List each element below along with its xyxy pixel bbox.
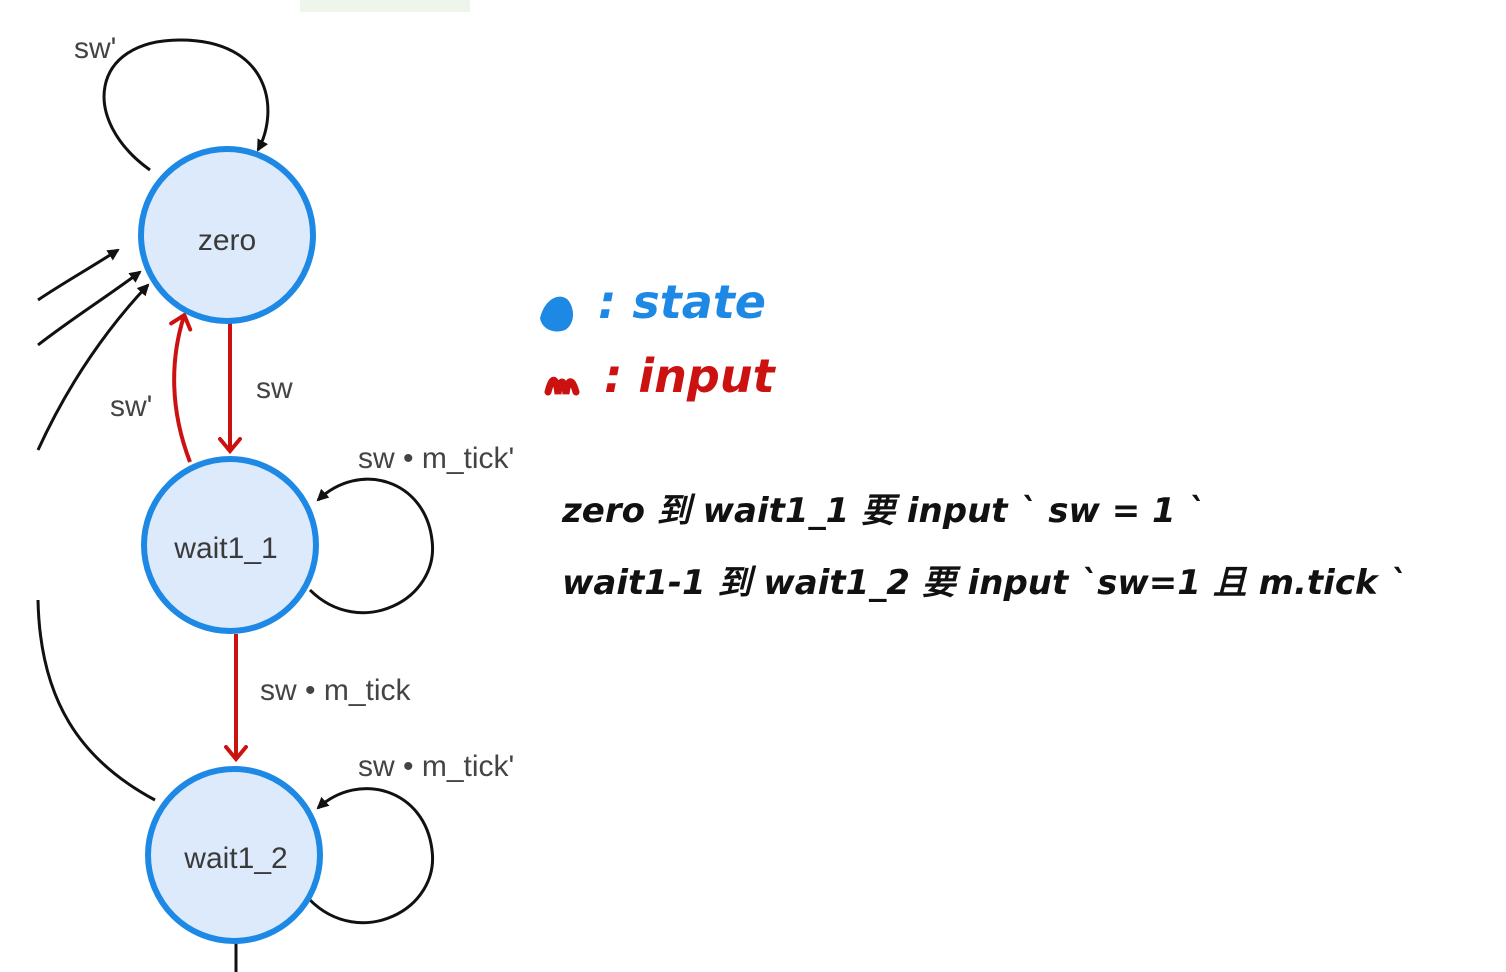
edge-label-wait1-1-self: sw • m_tick' (358, 442, 514, 475)
legend-state-swatch (540, 296, 574, 332)
legend: : state : input (540, 275, 777, 403)
wait1-1-self-loop (308, 477, 434, 615)
zero-self-loop (102, 38, 270, 172)
state-wait1-1-label: wait1_1 (173, 532, 277, 565)
state-wait1-2-label: wait1_2 (183, 842, 287, 875)
wait1-2-self-loop (308, 787, 434, 925)
legend-input-swatch (544, 376, 580, 396)
state-wait1-2: wait1_2 (145, 766, 323, 944)
legend-input-label: : input (604, 349, 777, 403)
legend-state-label: : state (598, 275, 766, 329)
edge-label-wait1-1-wait1-2: sw • m_tick (260, 674, 412, 707)
state-wait1-1: wait1_1 (141, 456, 319, 634)
smudge-mark (300, 0, 470, 12)
wait1-2-return-edge (36, 599, 156, 802)
edge-label-wait1-2-self: sw • m_tick' (358, 750, 514, 783)
incoming-edge-1 (37, 248, 120, 302)
edge-label-zero-wait1-1: sw (256, 372, 293, 405)
incoming-edge-2 (37, 270, 142, 347)
incoming-edge-3 (36, 283, 150, 451)
state-zero-label: zero (198, 224, 256, 257)
note-line-2: wait1-1 到 wait1_2 要 input `sw=1 且 m.tick… (562, 563, 1406, 603)
note-line-1: zero 到 wait1_1 要 input ` sw = 1 ` (561, 491, 1205, 531)
edge-label-zero-self: sw' (74, 32, 116, 65)
edge-wait1-1-to-zero (169, 312, 193, 463)
edge-label-wait1-1-zero: sw' (110, 390, 152, 423)
state-zero: zero (138, 146, 316, 324)
